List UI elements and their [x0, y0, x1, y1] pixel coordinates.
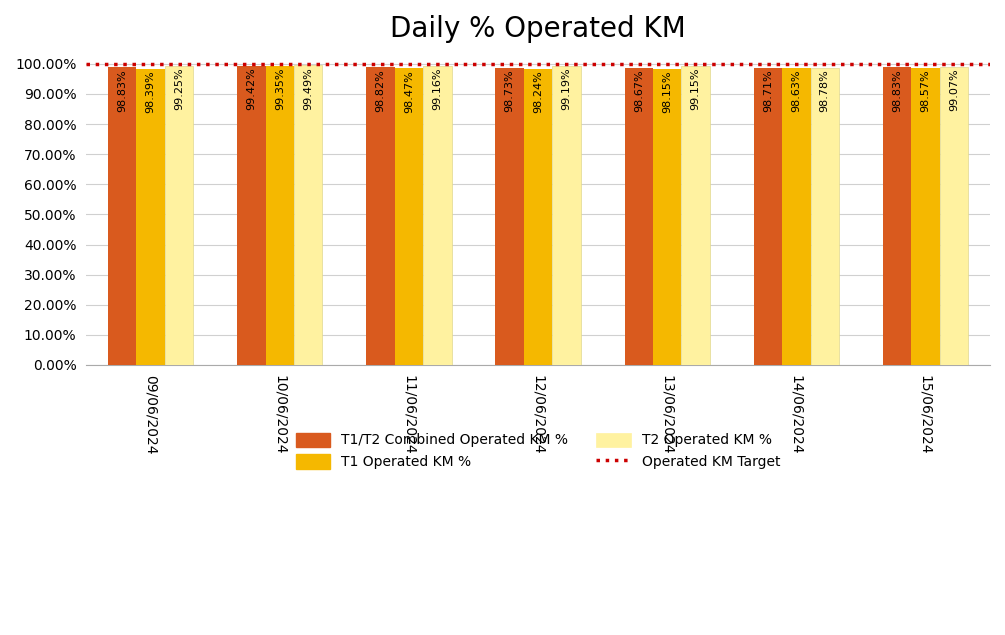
Bar	[940, 67, 968, 365]
Bar	[882, 67, 912, 365]
Text: 98.78%: 98.78%	[820, 69, 830, 112]
Bar	[237, 65, 265, 365]
Text: 99.35%: 99.35%	[274, 67, 284, 110]
Text: 98.39%: 98.39%	[146, 70, 156, 113]
Legend: T1/T2 Combined Operated KM %, T1 Operated KM %, T2 Operated KM %, Operated KM Ta: T1/T2 Combined Operated KM %, T1 Operate…	[290, 427, 786, 475]
Bar	[524, 69, 553, 365]
Text: 98.47%: 98.47%	[404, 70, 414, 113]
Text: 99.42%: 99.42%	[246, 67, 256, 110]
Bar	[681, 67, 710, 365]
Bar	[624, 68, 653, 365]
Bar	[553, 66, 581, 365]
Text: 98.71%: 98.71%	[763, 69, 773, 112]
Bar	[265, 66, 294, 365]
Text: 99.49%: 99.49%	[304, 67, 314, 110]
Text: 99.25%: 99.25%	[174, 67, 184, 110]
Text: 98.83%: 98.83%	[892, 69, 902, 112]
Bar	[810, 67, 839, 365]
Text: 98.57%: 98.57%	[921, 70, 931, 112]
Text: 99.19%: 99.19%	[562, 68, 572, 110]
Text: 99.15%: 99.15%	[690, 68, 700, 110]
Bar	[395, 69, 423, 365]
Text: 98.24%: 98.24%	[533, 70, 543, 114]
Bar	[294, 65, 323, 365]
Text: 98.83%: 98.83%	[118, 69, 128, 112]
Title: Daily % Operated KM: Daily % Operated KM	[390, 15, 686, 43]
Bar	[782, 68, 810, 365]
Text: 98.67%: 98.67%	[634, 69, 644, 112]
Text: 98.63%: 98.63%	[791, 69, 801, 112]
Bar	[423, 67, 451, 365]
Text: 98.15%: 98.15%	[662, 71, 672, 114]
Text: 98.82%: 98.82%	[376, 69, 386, 112]
Bar	[495, 68, 524, 365]
Bar	[653, 69, 681, 365]
Bar	[366, 67, 395, 365]
Text: 98.73%: 98.73%	[505, 69, 515, 112]
Bar	[109, 67, 137, 365]
Text: 99.07%: 99.07%	[949, 68, 959, 110]
Bar	[754, 68, 782, 365]
Text: 99.16%: 99.16%	[432, 68, 442, 110]
Bar	[165, 66, 193, 365]
Bar	[137, 69, 165, 365]
Bar	[912, 68, 940, 365]
